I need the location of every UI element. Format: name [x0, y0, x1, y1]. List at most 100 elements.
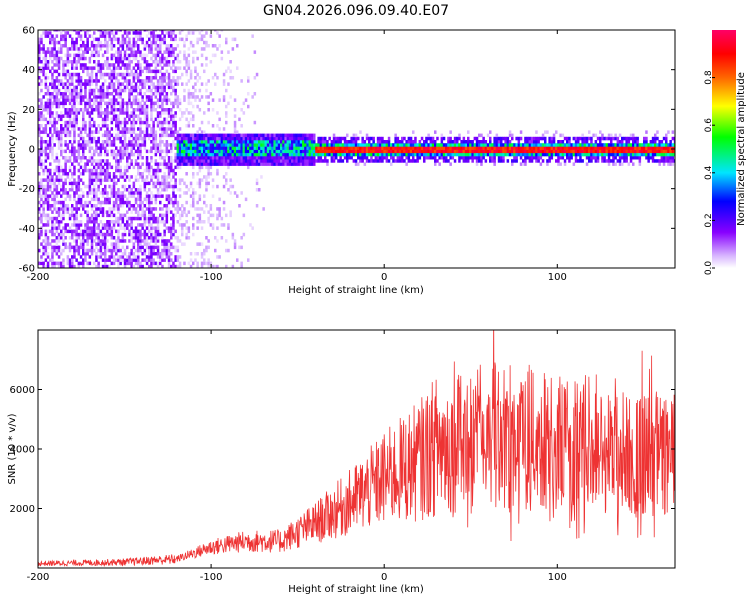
heatmap-cell: [557, 162, 560, 166]
heatmap-cell: [77, 133, 81, 138]
heatmap-cell: [108, 76, 111, 80]
heatmap-cell: [174, 172, 177, 176]
heatmap-cell: [139, 194, 142, 198]
heatmap-cell: [370, 156, 373, 160]
heatmap-cell: [126, 120, 129, 125]
heatmap-cell: [117, 216, 120, 221]
heatmap-cell: [82, 111, 85, 115]
heatmap-cell: [110, 120, 114, 125]
heatmap-cell: [145, 124, 149, 128]
heatmap-cell: [277, 146, 281, 150]
heatmap-cell: [82, 264, 85, 268]
heatmap-cell: [495, 146, 499, 150]
heatmap-cell: [128, 188, 131, 192]
heatmap-cell: [130, 239, 133, 243]
heatmap-cell: [216, 213, 219, 218]
heatmap-cell: [434, 146, 437, 150]
heatmap-cell: [181, 143, 184, 147]
heatmap-cell: [77, 178, 81, 182]
heatmap-cell: [137, 44, 140, 48]
heatmap-cell: [64, 108, 67, 112]
heatmap-cell: [128, 79, 131, 83]
heatmap-cell: [112, 181, 116, 186]
heatmap-cell: [368, 143, 371, 147]
heatmap-cell: [73, 44, 76, 48]
heatmap-cell: [398, 152, 402, 157]
heatmap-cell: [335, 156, 338, 160]
heatmap-cell: [308, 156, 312, 160]
heatmap-cell: [165, 149, 169, 154]
heatmap-cell: [187, 124, 191, 128]
heatmap-cell: [46, 188, 50, 192]
heatmap-cell: [88, 34, 92, 38]
heatmap-cell: [101, 236, 105, 240]
heatmap-cell: [93, 226, 96, 230]
heatmap-cell: [152, 181, 155, 186]
heatmap-cell: [504, 149, 507, 154]
heatmap-cell: [137, 50, 140, 54]
heatmap-cell: [123, 146, 127, 150]
heatmap-cell: [62, 242, 65, 246]
heatmap-cell: [117, 53, 120, 58]
heatmap-cell: [284, 143, 287, 147]
heatmap-cell: [541, 136, 545, 141]
heatmap-cell: [97, 69, 100, 74]
heatmap-cell: [53, 200, 56, 205]
heatmap-cell: [581, 133, 584, 138]
heatmap-cell: [51, 95, 54, 99]
heatmap-cell: [106, 191, 109, 195]
heatmap-cell: [425, 149, 428, 154]
heatmap-cell: [216, 143, 219, 147]
heatmap-cell: [266, 136, 270, 141]
heatmap-cell: [75, 88, 78, 93]
heatmap-cell: [66, 69, 70, 74]
heatmap-cell: [181, 37, 184, 42]
heatmap-cell: [123, 261, 127, 266]
heatmap-cell: [332, 156, 336, 160]
heatmap-cell: [467, 152, 470, 157]
heatmap-cell: [159, 162, 162, 166]
heatmap-cell: [152, 40, 155, 45]
heatmap-cell: [64, 44, 67, 48]
heatmap-cell: [249, 146, 252, 150]
heatmap-cell: [170, 108, 173, 112]
heatmap-cell: [53, 264, 56, 268]
heatmap-cell: [273, 146, 276, 150]
heatmap-cell: [266, 162, 270, 166]
heatmap-cell: [71, 79, 74, 83]
heatmap-cell: [167, 114, 171, 118]
heatmap-cell: [194, 140, 197, 144]
heatmap-cell: [196, 156, 199, 160]
heatmap-cell: [132, 53, 136, 58]
heatmap-cell: [108, 232, 111, 237]
heatmap-cell: [550, 143, 554, 147]
heatmap-cell: [104, 143, 107, 147]
heatmap-cell: [167, 156, 171, 160]
heatmap-cell: [117, 124, 120, 128]
heatmap-cell: [68, 95, 72, 99]
heatmap-cell: [49, 82, 52, 86]
heatmap-cell: [350, 152, 353, 157]
heatmap-cell: [385, 149, 389, 154]
heatmap-cell: [181, 213, 184, 218]
heatmap-cell: [211, 264, 215, 268]
heatmap-cell: [139, 184, 142, 189]
heatmap-cell: [97, 255, 100, 259]
heatmap-cell: [198, 143, 202, 147]
heatmap-cell: [108, 101, 111, 106]
heatmap-cell: [412, 143, 415, 147]
heatmap-cell: [46, 175, 50, 179]
heatmap-cell: [44, 124, 48, 128]
heatmap-cell: [264, 140, 268, 144]
heatmap-cell: [141, 207, 144, 211]
heatmap-cell: [141, 258, 144, 262]
heatmap-cell: [42, 200, 45, 205]
heatmap-cell: [211, 223, 215, 227]
heatmap-cell: [95, 101, 98, 106]
heatmap-cell: [68, 114, 72, 118]
heatmap-cell: [115, 181, 118, 186]
heatmap-cell: [95, 168, 98, 173]
heatmap-cell: [104, 44, 107, 48]
heatmap-cell: [71, 149, 74, 154]
heatmap-cell: [187, 152, 191, 157]
